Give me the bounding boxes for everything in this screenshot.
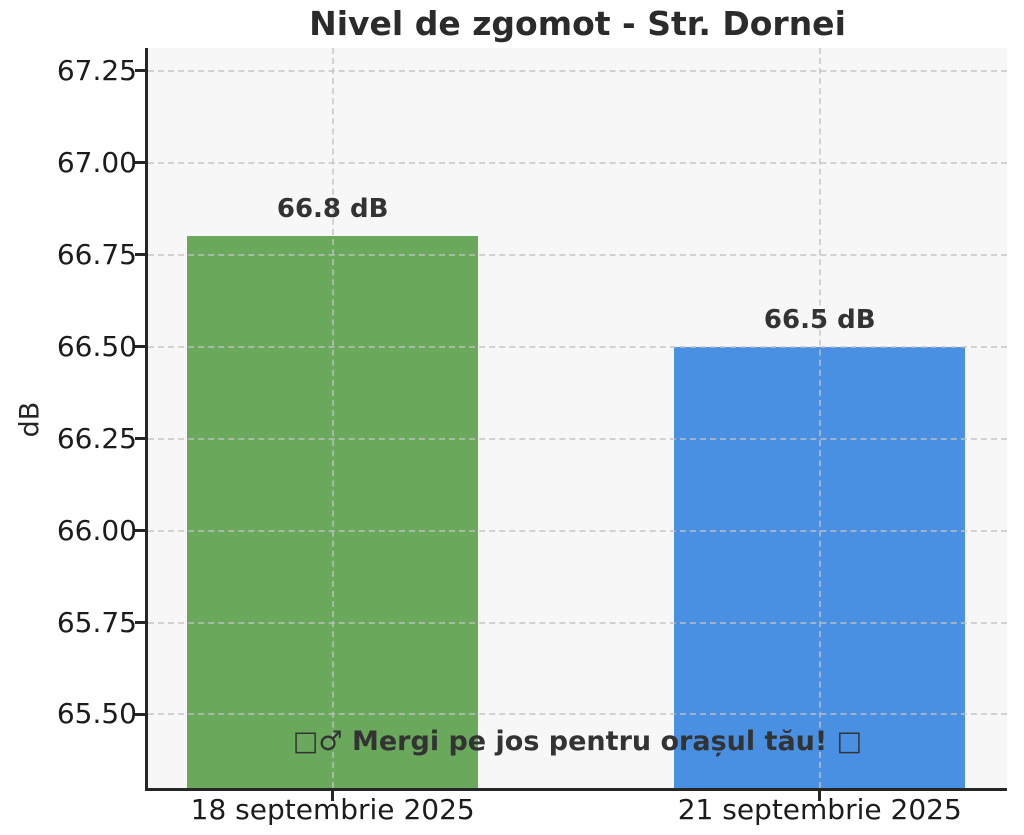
x-tick-mark [331,791,335,801]
annotation-text: □♂ Mergi pe jos pentru orașul tău! □ [292,726,863,757]
y-tick-label: 66.00 [56,513,137,547]
gridline-horizontal [148,621,1007,624]
gridline-vertical [818,48,821,788]
gridline-horizontal [148,345,1007,348]
y-tick-mark [135,69,145,73]
chart-title: Nivel de zgomot - Str. Dornei [309,4,846,43]
y-axis-spine [145,48,148,791]
gridline-horizontal [148,253,1007,256]
y-tick-label: 65.75 [56,605,137,639]
y-tick-mark [135,621,145,625]
gridline-vertical [331,48,334,788]
y-tick-label: 65.50 [56,697,137,731]
gridline-horizontal [148,161,1007,164]
y-tick-label: 67.00 [56,145,137,179]
y-tick-label: 67.25 [56,53,137,87]
bar-value-label: 66.5 dB [763,304,876,335]
bar-value-label: 66.8 dB [276,194,389,225]
y-tick-mark [135,529,145,533]
y-tick-label: 66.50 [56,329,137,363]
plot-area: 66.8 dB 66.5 dB □♂ Mergi pe jos pentru or… [145,48,1007,791]
y-tick-mark [135,712,145,716]
y-tick-mark [135,345,145,349]
gridline-horizontal [148,529,1007,532]
gridline-horizontal [148,713,1007,716]
y-tick-mark [135,437,145,441]
x-tick-label: 18 septembrie 2025 [190,793,475,826]
x-axis-spine [145,788,1007,791]
y-tick-label: 66.75 [56,237,137,271]
y-tick-mark [135,253,145,257]
gridline-horizontal [148,437,1007,440]
x-tick-label: 21 septembrie 2025 [677,793,962,826]
gridline-horizontal [148,69,1007,72]
y-tick-label: 66.25 [56,421,137,455]
y-tick-mark [135,161,145,165]
x-tick-mark [818,791,822,801]
